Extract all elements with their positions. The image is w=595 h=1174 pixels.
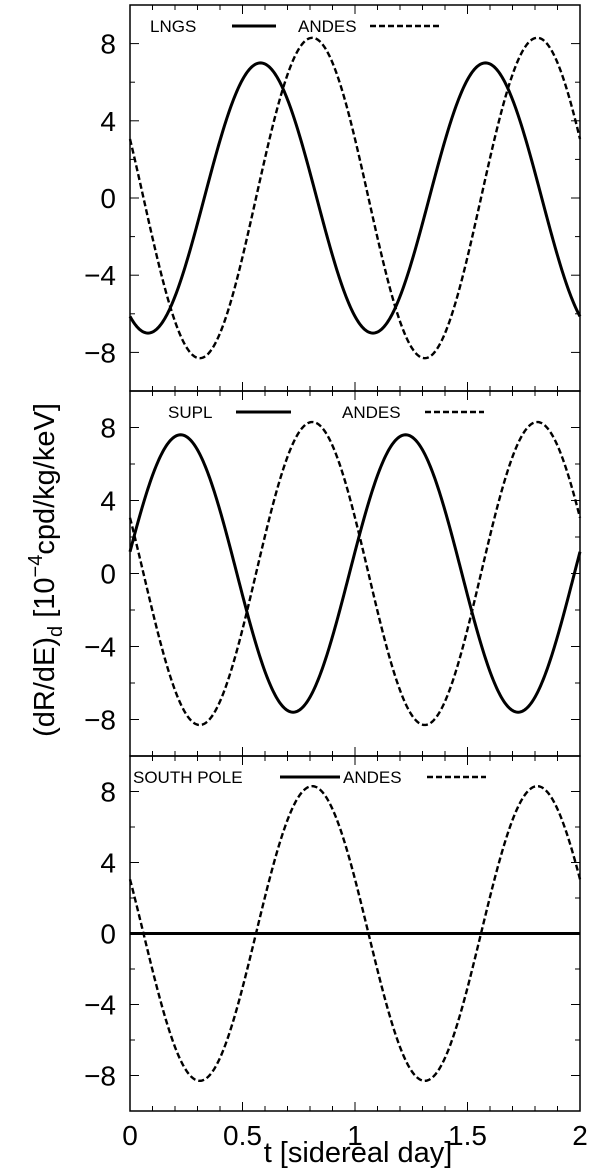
legend-label: SOUTH POLE — [133, 768, 243, 787]
legend-label: ANDES — [298, 17, 357, 36]
legend-label: ANDES — [343, 768, 402, 787]
y-tick-label: 8 — [100, 413, 116, 444]
series-line-andes — [128, 420, 582, 727]
y-tick-label: 0 — [100, 559, 116, 590]
x-tick-label: 1.5 — [448, 1120, 487, 1151]
y-tick-label: 4 — [100, 848, 116, 879]
x-axis-title: t [sidereal day] — [264, 1137, 453, 1169]
x-tick-label: 0.5 — [223, 1120, 262, 1151]
series-line-supl — [128, 433, 582, 714]
series-line-lngs — [128, 61, 582, 335]
y-tick-label: 8 — [100, 777, 116, 808]
y-tick-label: −8 — [84, 1061, 116, 1092]
x-tick-label: 0 — [122, 1120, 138, 1151]
y-tick-label: −8 — [84, 705, 116, 736]
y-tick-label: −8 — [84, 337, 116, 368]
plot-frame-2 — [129, 390, 581, 757]
y-tick-label: −4 — [84, 632, 116, 663]
series-line-andes — [128, 784, 582, 1083]
y-tick-label: 0 — [100, 919, 116, 950]
series-line-andes — [128, 36, 582, 360]
y-axis-title: (dR/dE)d [10−4cpd/kg/keV] — [25, 403, 67, 737]
y-tick-label: 8 — [100, 29, 116, 60]
legend-label: LNGS — [150, 17, 196, 36]
y-tick-label: −4 — [84, 260, 116, 291]
y-tick-label: 4 — [100, 486, 116, 517]
y-tick-label: 0 — [100, 183, 116, 214]
legend-label: SUPL — [168, 403, 212, 422]
x-tick-label: 2 — [572, 1120, 588, 1151]
y-tick-label: −4 — [84, 990, 116, 1021]
x-tick-label: 1 — [347, 1120, 363, 1151]
plot-frame-1 — [129, 4, 581, 392]
legend-label: ANDES — [342, 403, 401, 422]
y-tick-label: 4 — [100, 106, 116, 137]
